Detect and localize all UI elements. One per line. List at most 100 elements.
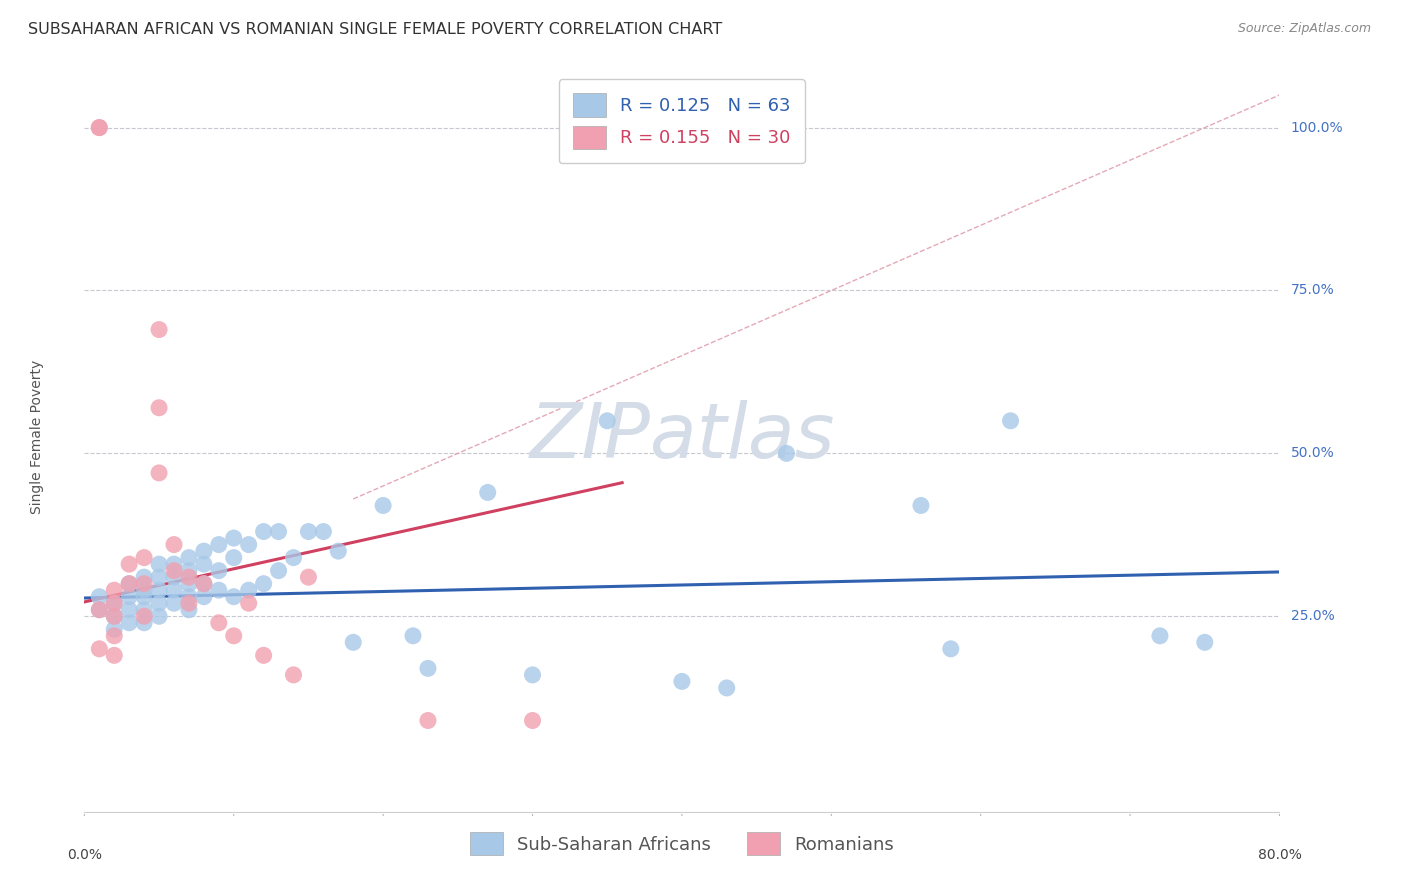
Point — [222, 531, 245, 545]
Text: 0.0%: 0.0% — [67, 847, 101, 862]
Point — [402, 629, 425, 643]
Point — [222, 590, 245, 604]
Point — [89, 603, 111, 617]
Point — [177, 570, 200, 584]
Point — [775, 446, 797, 460]
Point — [596, 414, 619, 428]
Point — [177, 603, 200, 617]
Point — [267, 564, 290, 578]
Point — [177, 564, 200, 578]
Point — [1000, 414, 1022, 428]
Point — [222, 629, 245, 643]
Point — [103, 596, 125, 610]
Point — [89, 120, 111, 135]
Point — [208, 583, 231, 598]
Point — [148, 322, 170, 336]
Point — [118, 557, 141, 571]
Point — [522, 668, 544, 682]
Point — [148, 609, 170, 624]
Point — [148, 570, 170, 584]
Point — [148, 466, 170, 480]
Point — [373, 499, 395, 513]
Point — [193, 576, 215, 591]
Point — [163, 557, 186, 571]
Point — [238, 583, 260, 598]
Point — [716, 681, 738, 695]
Point — [132, 550, 156, 565]
Point — [297, 570, 319, 584]
Text: 50.0%: 50.0% — [1291, 446, 1334, 460]
Point — [193, 544, 215, 558]
Point — [89, 641, 111, 656]
Point — [671, 674, 693, 689]
Point — [132, 603, 156, 617]
Point — [132, 583, 156, 598]
Point — [416, 661, 439, 675]
Point — [312, 524, 335, 539]
Point — [477, 485, 499, 500]
Point — [103, 648, 125, 663]
Text: SUBSAHARAN AFRICAN VS ROMANIAN SINGLE FEMALE POVERTY CORRELATION CHART: SUBSAHARAN AFRICAN VS ROMANIAN SINGLE FE… — [28, 22, 723, 37]
Point — [132, 609, 156, 624]
Point — [132, 576, 156, 591]
Point — [253, 524, 276, 539]
Point — [103, 609, 125, 624]
Point — [416, 714, 439, 728]
Point — [193, 576, 215, 591]
Point — [148, 583, 170, 598]
Point — [132, 615, 156, 630]
Point — [193, 590, 215, 604]
Point — [177, 550, 200, 565]
Text: ZIPatlas: ZIPatlas — [529, 401, 835, 474]
Point — [163, 570, 186, 584]
Point — [148, 596, 170, 610]
Point — [208, 564, 231, 578]
Text: 25.0%: 25.0% — [1291, 609, 1334, 624]
Point — [522, 714, 544, 728]
Point — [103, 583, 125, 598]
Point — [163, 583, 186, 598]
Point — [939, 641, 962, 656]
Point — [118, 615, 141, 630]
Point — [177, 596, 200, 610]
Point — [132, 570, 156, 584]
Point — [328, 544, 350, 558]
Point — [222, 550, 245, 565]
Point — [103, 622, 125, 636]
Point — [342, 635, 364, 649]
Point — [118, 590, 141, 604]
Point — [89, 590, 111, 604]
Point — [177, 590, 200, 604]
Text: 100.0%: 100.0% — [1291, 120, 1343, 135]
Point — [118, 603, 141, 617]
Point — [283, 668, 305, 682]
Point — [103, 609, 125, 624]
Point — [89, 603, 111, 617]
Point — [132, 590, 156, 604]
Point — [208, 615, 231, 630]
Text: 75.0%: 75.0% — [1291, 284, 1334, 297]
Point — [103, 629, 125, 643]
Point — [177, 576, 200, 591]
Point — [253, 648, 276, 663]
Point — [103, 596, 125, 610]
Point — [238, 596, 260, 610]
Point — [1149, 629, 1171, 643]
Point — [163, 538, 186, 552]
Text: Source: ZipAtlas.com: Source: ZipAtlas.com — [1237, 22, 1371, 36]
Point — [297, 524, 319, 539]
Point — [910, 499, 932, 513]
Point — [267, 524, 290, 539]
Point — [148, 557, 170, 571]
Legend: Sub-Saharan Africans, Romanians: Sub-Saharan Africans, Romanians — [463, 825, 901, 863]
Point — [1194, 635, 1216, 649]
Point — [238, 538, 260, 552]
Point — [283, 550, 305, 565]
Point — [193, 557, 215, 571]
Point — [253, 576, 276, 591]
Point — [163, 564, 186, 578]
Point — [208, 538, 231, 552]
Text: 80.0%: 80.0% — [1257, 847, 1302, 862]
Point — [89, 120, 111, 135]
Point — [148, 401, 170, 415]
